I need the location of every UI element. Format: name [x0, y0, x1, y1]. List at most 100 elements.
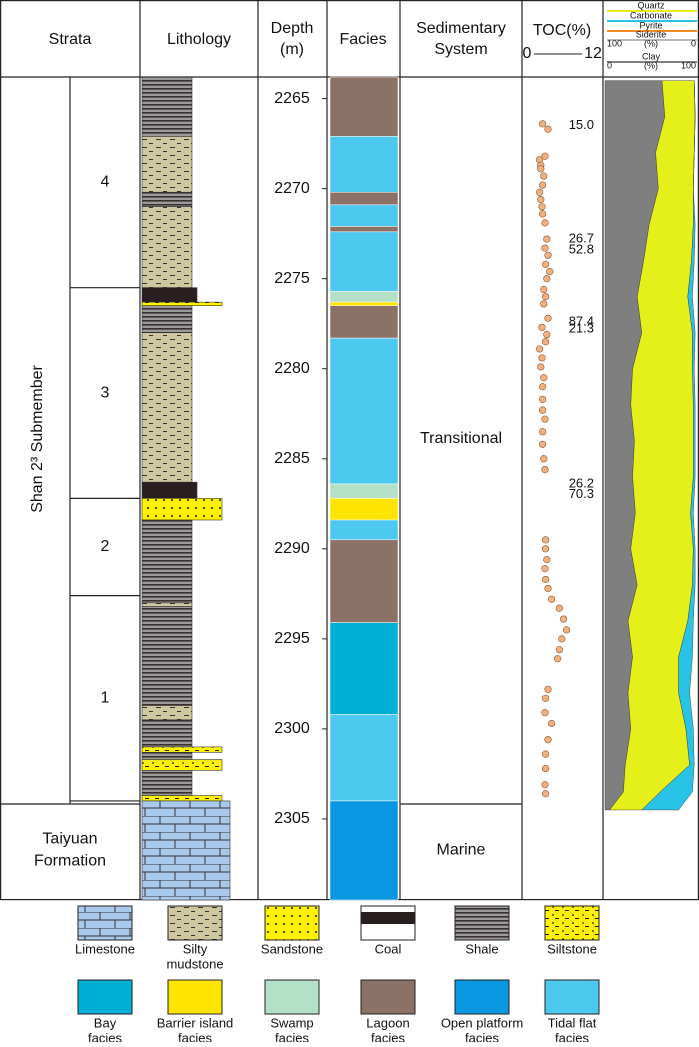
mineral-scale-left: 100 — [607, 38, 622, 48]
toc-point — [544, 584, 552, 593]
legend-label: Sandstone — [261, 941, 323, 956]
lithology-interval — [141, 332, 193, 483]
facies-interval — [329, 622, 399, 715]
lithology-interval — [141, 602, 193, 607]
depth-tick-label: 2300 — [274, 720, 310, 737]
toc-point — [538, 395, 547, 403]
lithology-interval — [141, 206, 193, 289]
mineral-scale-left: 0 — [607, 60, 612, 70]
toc-point — [538, 406, 547, 414]
toc-max: 12 — [584, 45, 602, 62]
facies-interval — [329, 301, 399, 306]
toc-point — [537, 195, 545, 204]
toc-outlier-label: 26.2 — [569, 475, 594, 490]
lithology-interval — [141, 136, 193, 193]
mineral-key-label: Quartz — [637, 0, 665, 10]
system-label: Transitional — [420, 430, 502, 447]
toc-point — [537, 165, 545, 173]
facies-interval — [329, 291, 399, 303]
facies-interval — [329, 539, 399, 623]
toc-outlier-label: 70.3 — [569, 486, 594, 501]
legend-swatch — [454, 979, 510, 1015]
facies-interval — [329, 714, 399, 802]
toc-point — [535, 345, 544, 353]
toc-points — [535, 120, 571, 798]
lithology-interval — [141, 752, 193, 760]
toc-point — [541, 575, 550, 584]
toc-outlier-label: 21.3 — [569, 321, 594, 336]
toc-outlier-label: 52.8 — [569, 241, 594, 256]
toc-point — [538, 323, 546, 331]
toc-point — [540, 374, 548, 382]
facies-interval — [329, 76, 399, 137]
legend-label: Barrier island — [157, 1015, 234, 1030]
facies-interval — [329, 231, 399, 292]
toc-point — [541, 338, 550, 346]
legend-label: facies — [178, 1030, 212, 1042]
mineral-key-label: Carbonate — [630, 10, 672, 20]
mineral-area — [641, 80, 696, 811]
toc-point — [544, 685, 552, 693]
toc-point — [553, 655, 562, 663]
depth-tick-label: 2280 — [274, 360, 310, 377]
toc-point — [544, 314, 552, 322]
header-depth-unit: (m) — [280, 41, 304, 58]
legend-swatch — [360, 905, 416, 941]
toc-point — [558, 635, 566, 643]
toc-point — [538, 210, 547, 218]
facies-interval — [329, 498, 399, 521]
legend-label: mudstone — [166, 956, 223, 971]
facies-interval — [329, 305, 399, 339]
toc-point — [541, 219, 549, 227]
lithology-interval — [141, 519, 193, 604]
toc-point — [555, 604, 564, 612]
legend-label: Bay — [94, 1015, 117, 1030]
legend-swatch — [264, 905, 320, 941]
lithology-interval — [141, 305, 193, 334]
mineral-scale-unit: (%) — [644, 60, 658, 70]
legend-label: Silty — [183, 941, 208, 956]
toc-point — [541, 536, 550, 544]
lithology-interval — [141, 759, 223, 771]
facies-interval — [329, 483, 399, 499]
toc-point — [537, 363, 545, 371]
legend-swatch — [264, 979, 320, 1015]
toc-point — [555, 646, 564, 654]
legend-label: Tidal flat — [548, 1015, 597, 1030]
formation-label: Taiyuan — [42, 831, 97, 848]
system-label: Marine — [437, 842, 486, 859]
toc-point — [541, 709, 549, 717]
header-depth: Depth — [271, 20, 314, 37]
mineral-scale-right: 0 — [691, 38, 696, 48]
header-facies: Facies — [339, 31, 386, 48]
legend-label: Siltstone — [547, 941, 597, 956]
toc-point — [538, 203, 546, 211]
toc-point — [538, 428, 547, 436]
depth-tick-label: 2285 — [274, 450, 310, 467]
facies-interval — [329, 337, 399, 485]
zone-label: 4 — [101, 174, 110, 191]
legend-label: facies — [555, 1030, 589, 1042]
lithology-interval — [141, 606, 193, 706]
legend-swatch — [77, 905, 133, 941]
toc-point — [541, 790, 550, 798]
facies-interval — [329, 226, 399, 233]
member-label: Shan 2³ Submember — [29, 364, 46, 512]
toc-point — [540, 300, 548, 308]
depth-tick-label: 2265 — [274, 90, 310, 107]
formation-label: Formation — [34, 853, 106, 870]
legend-label: Swamp — [270, 1015, 313, 1030]
toc-point — [540, 172, 548, 180]
legend-label: Lagoon — [366, 1015, 409, 1030]
lithology-interval — [141, 705, 193, 721]
depth-tick-label: 2305 — [274, 810, 310, 827]
legend-swatch — [544, 905, 600, 941]
header-system: System — [434, 41, 487, 58]
depth-tick-label: 2290 — [274, 540, 310, 557]
toc-point — [540, 455, 548, 463]
toc-point — [544, 251, 552, 259]
legend-label: Coal — [375, 941, 402, 956]
toc-point — [562, 626, 571, 634]
toc-point — [541, 750, 550, 758]
toc-point — [541, 465, 549, 474]
